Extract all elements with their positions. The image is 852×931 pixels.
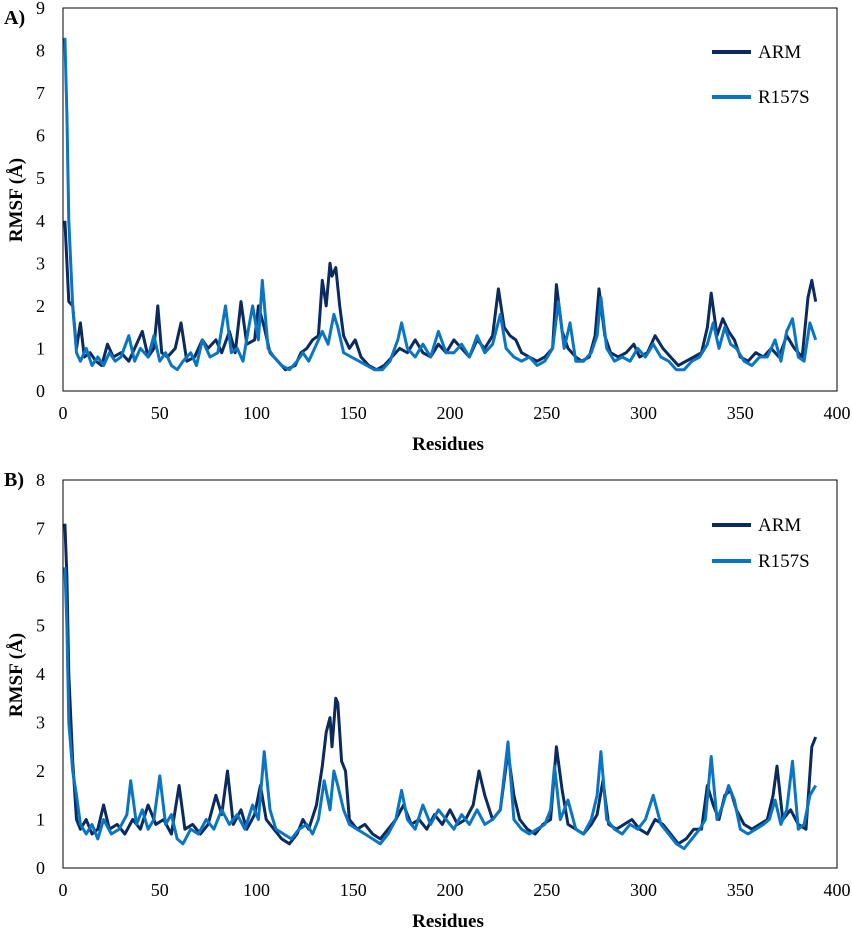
y-tick-labels: 0 1 2 3 4 5 6 7 8	[36, 470, 45, 878]
y-tick-label: 2	[36, 761, 45, 781]
x-tick-label: 200	[437, 403, 464, 423]
panel-b: B) 0 1 2 3 4 5 6 7 8 0 50 100 150 200 250 300 350 400 Re…	[4, 469, 851, 931]
y-tick-label: 8	[36, 470, 45, 490]
x-axis-title: Residues	[412, 434, 484, 455]
series-line-r157s	[63, 37, 818, 372]
y-tick-label: 5	[36, 616, 45, 636]
y-tick-label: 3	[36, 253, 45, 273]
y-tick-label: 3	[36, 713, 45, 733]
x-tick-label: 400	[824, 880, 851, 900]
x-tick-label: 400	[824, 403, 851, 423]
y-tick-label: 0	[36, 381, 45, 401]
x-tick-label: 50	[151, 880, 169, 900]
x-tick-label: 350	[727, 403, 754, 423]
legend-label-arm: ARM	[758, 515, 801, 536]
series-layer	[63, 37, 818, 372]
y-tick-label: 4	[36, 664, 45, 684]
series-line-r157s	[63, 567, 817, 851]
y-tick-label: 0	[36, 858, 45, 878]
x-tick-label: 0	[59, 403, 68, 423]
x-tick-label: 350	[727, 880, 754, 900]
y-tick-label: 6	[36, 567, 45, 587]
x-tick-label: 100	[243, 880, 270, 900]
x-tick-label: 300	[630, 403, 657, 423]
y-tick-label: 7	[36, 83, 45, 103]
panel-label: B)	[4, 469, 24, 491]
x-tick-label: 100	[243, 403, 270, 423]
y-tick-label: 2	[36, 296, 45, 316]
x-tick-label: 250	[533, 880, 560, 900]
series-layer	[63, 523, 818, 851]
x-tick-labels: 0 50 100 150 200 250 300 350 400	[59, 403, 851, 423]
x-tick-label: 300	[630, 880, 657, 900]
y-axis-title: RMSF (Å)	[6, 633, 27, 717]
x-tick-labels: 0 50 100 150 200 250 300 350 400	[59, 880, 851, 900]
x-tick-label: 150	[340, 403, 367, 423]
plot-area-border	[62, 479, 838, 869]
y-tick-label: 8	[36, 41, 45, 61]
x-tick-label: 0	[59, 880, 68, 900]
x-tick-label: 250	[533, 403, 560, 423]
legend-label-r157s: R157S	[758, 551, 810, 572]
x-axis-title: Residues	[412, 911, 484, 931]
y-tick-label: 5	[36, 168, 45, 188]
legend-label-arm: ARM	[758, 42, 801, 63]
y-tick-label: 9	[36, 0, 45, 18]
x-tick-label: 50	[151, 403, 169, 423]
panel-a: A) 0 1 2 3 4 5 6 7 8 9 0 50 100 150 200 250 300 350 400 R…	[4, 0, 851, 455]
x-tick-label: 200	[437, 880, 464, 900]
x-tick-label: 150	[340, 880, 367, 900]
legend-label-r157s: R157S	[758, 87, 810, 108]
panel-label: A)	[4, 7, 25, 29]
y-tick-label: 6	[36, 126, 45, 146]
y-axis-title: RMSF (Å)	[6, 158, 27, 242]
y-tick-label: 1	[36, 810, 45, 830]
series-line-arm	[63, 220, 818, 372]
y-tick-label: 7	[36, 519, 45, 539]
y-tick-label: 1	[36, 338, 45, 358]
legend: ARM R157S	[712, 515, 810, 572]
y-tick-labels: 0 1 2 3 4 5 6 7 8 9	[36, 0, 45, 401]
y-tick-label: 4	[36, 211, 45, 231]
series-line-arm	[63, 523, 818, 846]
plot-area-border	[62, 7, 838, 392]
legend: ARM R157S	[712, 42, 810, 108]
